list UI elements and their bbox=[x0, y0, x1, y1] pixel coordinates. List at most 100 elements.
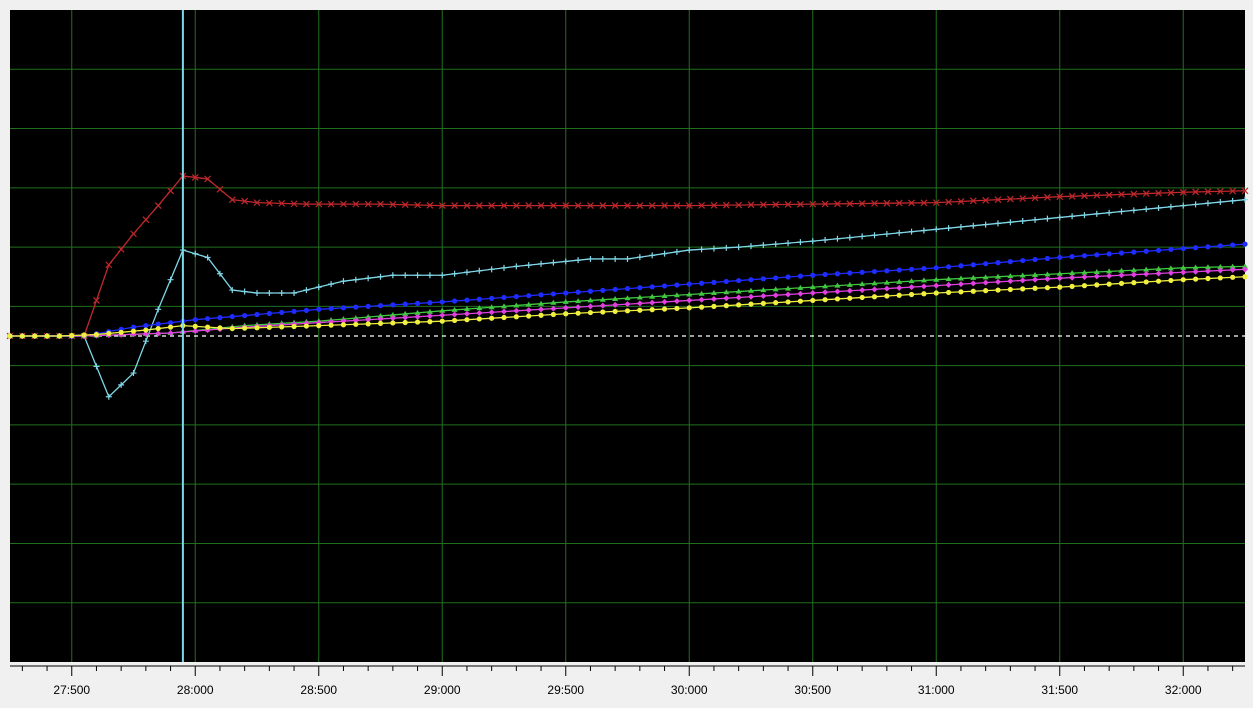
data-point-marker bbox=[933, 226, 940, 233]
data-point-marker bbox=[414, 313, 421, 320]
data-point-marker bbox=[883, 231, 890, 238]
data-point-marker bbox=[1019, 272, 1026, 278]
data-point-marker bbox=[674, 305, 680, 312]
data-point-marker bbox=[353, 321, 359, 327]
x-tick-label: 30:500 bbox=[794, 683, 831, 697]
data-point-marker bbox=[673, 202, 681, 210]
data-point-marker bbox=[451, 202, 459, 210]
data-point-marker bbox=[871, 280, 878, 286]
data-point-marker bbox=[1019, 277, 1026, 284]
data-point-marker bbox=[772, 286, 779, 292]
data-point-marker bbox=[710, 290, 717, 296]
data-point-marker bbox=[1242, 266, 1248, 273]
data-point-marker bbox=[476, 296, 482, 302]
data-point-marker bbox=[1069, 213, 1076, 220]
data-point-marker bbox=[526, 313, 532, 319]
data-point-marker bbox=[847, 270, 853, 276]
data-point-marker bbox=[896, 292, 902, 298]
data-point-marker bbox=[587, 288, 594, 294]
series-6 bbox=[7, 274, 1248, 339]
data-point-marker bbox=[1007, 273, 1014, 279]
data-point-marker bbox=[204, 254, 211, 261]
data-point-marker bbox=[1106, 281, 1112, 287]
data-point-marker bbox=[1242, 274, 1248, 280]
data-point-marker bbox=[155, 306, 162, 313]
data-point-marker bbox=[229, 325, 235, 332]
data-point-marker bbox=[1069, 253, 1075, 260]
data-point-marker bbox=[352, 276, 359, 283]
data-point-marker bbox=[254, 325, 260, 331]
x-tick-label: 28:000 bbox=[177, 683, 214, 697]
data-point-marker bbox=[538, 260, 545, 267]
data-point-marker bbox=[735, 201, 743, 209]
data-point-marker bbox=[748, 243, 754, 250]
data-point-marker bbox=[1069, 270, 1076, 276]
data-point-marker bbox=[463, 202, 471, 210]
data-point-marker bbox=[1044, 215, 1051, 222]
data-point-marker bbox=[340, 278, 347, 285]
data-point-marker bbox=[785, 274, 791, 280]
data-point-marker bbox=[143, 323, 149, 329]
data-point-marker bbox=[1192, 201, 1199, 208]
data-point-marker bbox=[364, 200, 372, 208]
data-point-marker bbox=[636, 202, 644, 210]
x-tick-label: 28:500 bbox=[300, 683, 337, 697]
data-point-marker bbox=[1105, 191, 1113, 199]
data-point-marker bbox=[760, 276, 766, 282]
data-point-marker bbox=[142, 338, 149, 345]
data-point-marker bbox=[834, 271, 841, 277]
data-point-marker bbox=[1007, 286, 1013, 293]
data-point-marker bbox=[599, 255, 606, 262]
data-point-marker bbox=[686, 281, 692, 287]
data-point-marker bbox=[822, 283, 829, 289]
data-point-marker bbox=[513, 293, 519, 300]
data-point-marker bbox=[266, 290, 273, 297]
data-point-marker bbox=[698, 202, 706, 209]
data-point-marker bbox=[785, 299, 791, 305]
data-point-marker bbox=[969, 197, 977, 205]
data-point-marker bbox=[1093, 191, 1101, 199]
data-point-marker bbox=[402, 310, 409, 316]
data-point-marker bbox=[883, 199, 891, 207]
data-point-marker bbox=[1155, 247, 1162, 253]
data-point-marker bbox=[896, 229, 903, 236]
data-point-marker bbox=[884, 268, 890, 274]
data-point-marker bbox=[402, 272, 409, 279]
data-point-marker bbox=[772, 292, 779, 299]
data-point-marker bbox=[266, 324, 272, 330]
data-point-marker bbox=[106, 330, 112, 337]
data-point-marker bbox=[427, 319, 433, 325]
data-point-marker bbox=[785, 240, 792, 247]
data-point-marker bbox=[736, 277, 742, 284]
data-point-marker bbox=[1180, 245, 1186, 252]
data-point-marker bbox=[747, 201, 755, 209]
data-point-marker bbox=[760, 300, 766, 306]
data-point-marker bbox=[809, 200, 817, 208]
data-point-marker bbox=[587, 202, 594, 210]
data-point-marker bbox=[352, 317, 359, 324]
data-point-marker bbox=[858, 200, 866, 207]
data-point-marker bbox=[1193, 276, 1199, 282]
data-point-marker bbox=[896, 278, 903, 284]
data-point-marker bbox=[710, 295, 717, 302]
data-point-marker bbox=[773, 300, 779, 306]
data-point-marker bbox=[698, 290, 705, 296]
data-point-marker bbox=[673, 292, 680, 298]
data-point-marker bbox=[797, 239, 804, 246]
data-point-marker bbox=[908, 291, 915, 298]
data-point-marker bbox=[1020, 286, 1026, 292]
data-point-marker bbox=[1044, 255, 1050, 262]
data-point-marker bbox=[1130, 267, 1137, 273]
data-point-marker bbox=[797, 290, 804, 297]
data-point-marker bbox=[599, 202, 607, 210]
data-point-marker bbox=[414, 319, 421, 325]
data-point-marker bbox=[921, 291, 927, 297]
data-point-marker bbox=[846, 287, 853, 294]
data-point-marker bbox=[365, 314, 372, 320]
data-point-marker bbox=[377, 315, 384, 322]
data-point-marker bbox=[328, 322, 334, 328]
data-point-marker bbox=[1242, 263, 1248, 269]
data-point-marker bbox=[920, 199, 928, 207]
data-point-marker bbox=[945, 225, 952, 232]
